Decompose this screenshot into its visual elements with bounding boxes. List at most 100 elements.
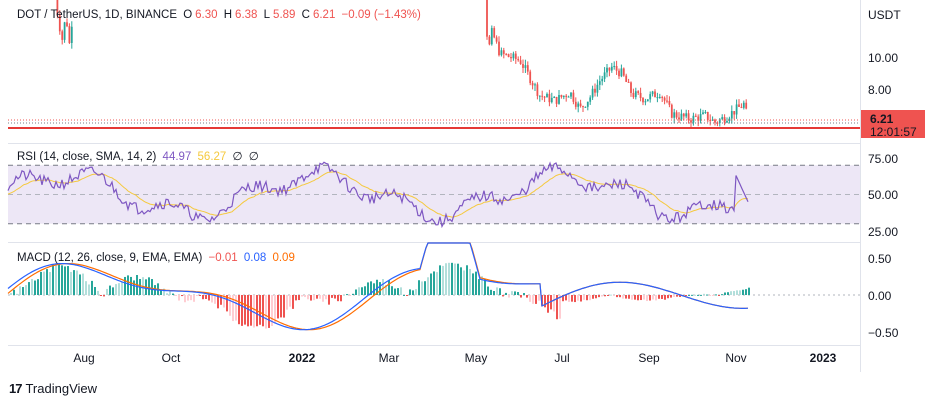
macd-hist-bar [733, 291, 735, 295]
macd-hist-bar [496, 287, 498, 295]
candle-body [654, 91, 656, 98]
macd-hist-bar [454, 263, 456, 295]
macd-hist-bar [259, 295, 261, 325]
macd-histogram [10, 262, 750, 329]
candles-group [56, 0, 748, 128]
macd-hist-bar [694, 294, 696, 296]
macd-hist-bar [277, 295, 279, 319]
candle-body [68, 26, 71, 43]
macd-hist-bar [127, 275, 129, 295]
macd-hist-bar [91, 280, 93, 295]
macd-hist-bar [559, 295, 561, 319]
macd-hist-bar [211, 295, 213, 303]
candle-body [642, 98, 644, 103]
macd-label[interactable]: MACD (12, 26, close, 9, EMA, EMA) [17, 252, 203, 264]
time-label-oct: Oct [162, 351, 181, 365]
candle-body [596, 84, 599, 93]
currency-label: USDT [868, 8, 901, 22]
macd-hist-bar [487, 286, 489, 295]
candle-body [522, 64, 524, 68]
macd-hist-value: −0.01 [208, 252, 238, 264]
rsi-label[interactable]: RSI (14, close, SMA, 14, 2) [17, 151, 157, 163]
macd-hist-bar [472, 273, 474, 295]
macd-hist-bar [649, 295, 651, 301]
macd-hist-bar [346, 294, 348, 296]
macd-hist-bar [742, 289, 744, 295]
macd-hist-bar [121, 281, 123, 295]
candle-body [495, 37, 498, 42]
macd-hist-bar [325, 295, 327, 300]
macd-hist-bar [646, 295, 648, 302]
price-axis-border [860, 0, 861, 372]
tradingview-logo-text: TradingView [25, 381, 98, 396]
candle-body [524, 65, 527, 68]
time-label-jul: Jul [554, 351, 569, 365]
macd-hist-bar [355, 289, 357, 295]
candle-body [610, 66, 613, 71]
candle-body [658, 97, 661, 99]
macd-hist-bar [46, 269, 48, 295]
candle-body [486, 0, 488, 37]
price-tick-10: 10.00 [868, 51, 898, 65]
macd-hist-bar [502, 295, 504, 297]
candle-body [553, 96, 556, 98]
candle-body [637, 91, 640, 93]
candle-body [507, 54, 510, 58]
macd-hist-bar [679, 295, 681, 297]
candle-body [706, 112, 709, 121]
macd-hist-bar [367, 282, 369, 295]
candle-body [670, 104, 673, 118]
candle-body [625, 75, 628, 82]
macd-hist-bar [382, 279, 384, 295]
candle-body [579, 103, 582, 107]
candle-body [673, 112, 676, 118]
time-label-sep: Sep [638, 351, 660, 365]
macd-hist-bar [583, 295, 585, 300]
candle-body [512, 53, 515, 59]
macd-hist-bar [19, 286, 21, 295]
candle-body [704, 112, 707, 114]
candle-body [534, 84, 536, 86]
macd-hist-bar [433, 271, 435, 295]
candle-body [70, 26, 73, 43]
macd-hist-bar [562, 295, 564, 302]
macd-hist-bar [475, 271, 477, 295]
low-label: L [263, 9, 271, 21]
macd-hist-bar [118, 283, 120, 295]
candle-body [733, 111, 736, 115]
close-label: C [301, 9, 310, 21]
candle-body [627, 81, 630, 83]
macd-hist-bar [658, 295, 660, 299]
macd-hist-bar [289, 295, 291, 307]
macd-hist-bar [184, 295, 186, 303]
macd-hist-bar [373, 283, 375, 295]
candle-body [493, 28, 496, 38]
pane-separator-1 [8, 143, 860, 144]
candle-body [490, 28, 493, 45]
macd-hist-bar [148, 277, 150, 295]
candle-body [661, 97, 664, 99]
macd-hist-bar [67, 266, 69, 295]
macd-hist-bar [748, 287, 750, 295]
macd-hist-bar [220, 295, 222, 305]
macd-hist-bar [703, 293, 705, 295]
macd-hist-bar [295, 295, 297, 301]
candle-body [618, 70, 620, 77]
macd-hist-bar [484, 279, 486, 295]
macd-hist-bar [622, 295, 624, 299]
candle-body [560, 95, 563, 98]
tradingview-logo[interactable]: 17 TradingView [9, 381, 97, 396]
symbol-label[interactable]: DOT / TetherUS, 1D, BINANCE [17, 9, 177, 21]
candle-body [584, 106, 587, 108]
macd-hist-bar [106, 288, 108, 295]
rsi-line [7, 161, 749, 229]
time-label-mar: Mar [379, 351, 400, 365]
candle-body [58, 15, 61, 32]
macd-hist-bar [130, 276, 132, 295]
candle-body [567, 96, 570, 98]
macd-hist-bar [595, 295, 597, 299]
macd-hist-bar [100, 295, 102, 296]
candle-body [728, 118, 731, 121]
